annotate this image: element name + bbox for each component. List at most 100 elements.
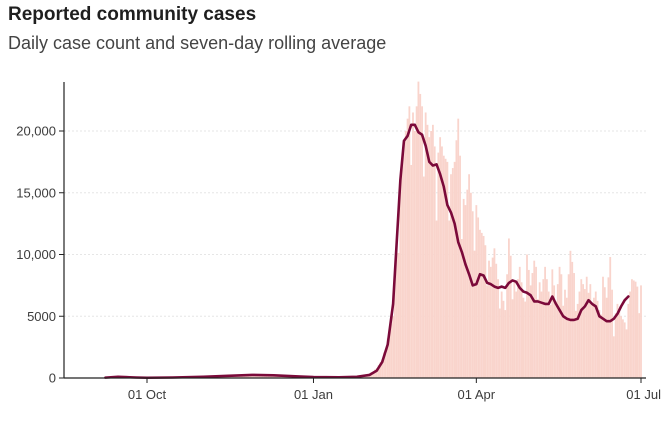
daily-case-bar [587, 292, 590, 378]
daily-case-bar [384, 353, 387, 378]
daily-case-bar [394, 279, 396, 378]
daily-case-bar [529, 285, 532, 378]
daily-case-bar [582, 284, 584, 378]
daily-case-bar [508, 238, 510, 378]
daily-case-bar [430, 131, 432, 378]
daily-case-bar [580, 279, 583, 378]
daily-case-bar [464, 205, 467, 378]
daily-case-bar [421, 106, 423, 379]
x-tick-label: 01 Jul [626, 387, 661, 402]
daily-case-bar [551, 269, 554, 378]
daily-case-bar [506, 274, 508, 378]
daily-case-bar [441, 146, 443, 378]
daily-case-bar [556, 284, 559, 378]
daily-case-bar [629, 291, 632, 378]
daily-case-bar [442, 155, 445, 378]
daily-case-bar [611, 289, 613, 378]
daily-case-bar [520, 282, 523, 378]
daily-case-bar [383, 352, 385, 378]
daily-case-bar [553, 285, 556, 378]
daily-case-bar [623, 322, 626, 378]
daily-case-bar [542, 279, 545, 378]
daily-case-bar [484, 245, 487, 378]
daily-case-bar [283, 376, 286, 378]
daily-case-bar [471, 211, 474, 378]
daily-case-bar [618, 310, 621, 378]
daily-case-bar [272, 375, 275, 378]
daily-case-bar [475, 205, 478, 378]
daily-case-bar [437, 152, 440, 378]
daily-case-bar [631, 279, 633, 378]
daily-case-bar [607, 277, 610, 378]
daily-case-bar [482, 235, 485, 378]
daily-case-bar [240, 375, 242, 378]
daily-case-bar [278, 376, 280, 378]
daily-case-bar [448, 220, 451, 378]
daily-case-bar [569, 250, 572, 378]
daily-case-bar [627, 303, 630, 378]
daily-case-bar [395, 242, 398, 378]
daily-case-bar [634, 281, 637, 378]
daily-case-bar [247, 375, 250, 378]
daily-case-bar [413, 131, 416, 378]
daily-case-bar [444, 158, 447, 378]
y-tick-label: 0 [49, 371, 56, 386]
daily-case-bar [603, 287, 606, 378]
daily-case-bar [473, 250, 476, 378]
daily-case-bar [267, 375, 270, 378]
daily-case-bar [238, 375, 241, 378]
daily-case-bar [565, 297, 568, 378]
daily-case-bar [263, 375, 266, 378]
chart-subtitle: Daily case count and seven-day rolling a… [8, 33, 387, 53]
daily-case-bar [636, 286, 639, 378]
daily-case-bar [260, 375, 262, 378]
daily-case-bar [390, 323, 393, 378]
daily-case-bar [515, 291, 518, 378]
daily-case-bar [640, 285, 642, 378]
daily-case-bar [574, 310, 577, 378]
daily-case-bar [374, 369, 376, 378]
daily-case-bar [509, 255, 512, 378]
daily-case-bar [432, 124, 434, 378]
daily-case-bar [455, 140, 458, 378]
daily-case-bar [589, 284, 592, 378]
daily-case-bar [479, 229, 481, 378]
daily-case-bar [600, 314, 603, 378]
daily-case-bar [261, 375, 264, 378]
daily-case-bar [489, 266, 492, 378]
daily-case-bar [513, 282, 516, 378]
daily-case-bar [524, 301, 527, 378]
daily-case-bar [270, 376, 273, 378]
daily-case-bar [504, 310, 507, 378]
daily-case-bar [622, 319, 624, 378]
daily-case-bar [460, 239, 463, 378]
daily-case-bar [251, 375, 253, 378]
daily-case-bar [412, 112, 414, 378]
daily-case-bar [502, 300, 505, 378]
daily-case-bar [546, 279, 548, 378]
daily-case-bar [232, 376, 235, 378]
daily-case-bar [406, 118, 409, 379]
daily-case-bar [609, 256, 612, 378]
daily-case-bar [625, 329, 628, 378]
rolling-average-line [104, 123, 630, 380]
daily-case-bar [254, 375, 257, 378]
daily-case-bar [535, 266, 537, 378]
daily-case-bar [511, 299, 514, 378]
daily-case-bar [281, 376, 284, 378]
daily-case-bar [585, 276, 588, 378]
daily-case-bar [555, 301, 557, 378]
x-tick-label: 01 Oct [128, 387, 167, 402]
daily-case-bar [558, 266, 561, 378]
daily-case-bar [459, 155, 461, 378]
daily-case-bar [602, 276, 604, 378]
daily-case-bar [614, 313, 617, 378]
daily-case-bar [549, 304, 552, 378]
y-tick-label: 20,000 [16, 124, 56, 139]
daily-case-bar [491, 257, 494, 378]
daily-case-bar [274, 375, 277, 378]
daily-case-bar [269, 375, 271, 378]
daily-case-bar [533, 260, 536, 378]
daily-case-bar [404, 131, 407, 378]
daily-case-bar [564, 289, 566, 378]
